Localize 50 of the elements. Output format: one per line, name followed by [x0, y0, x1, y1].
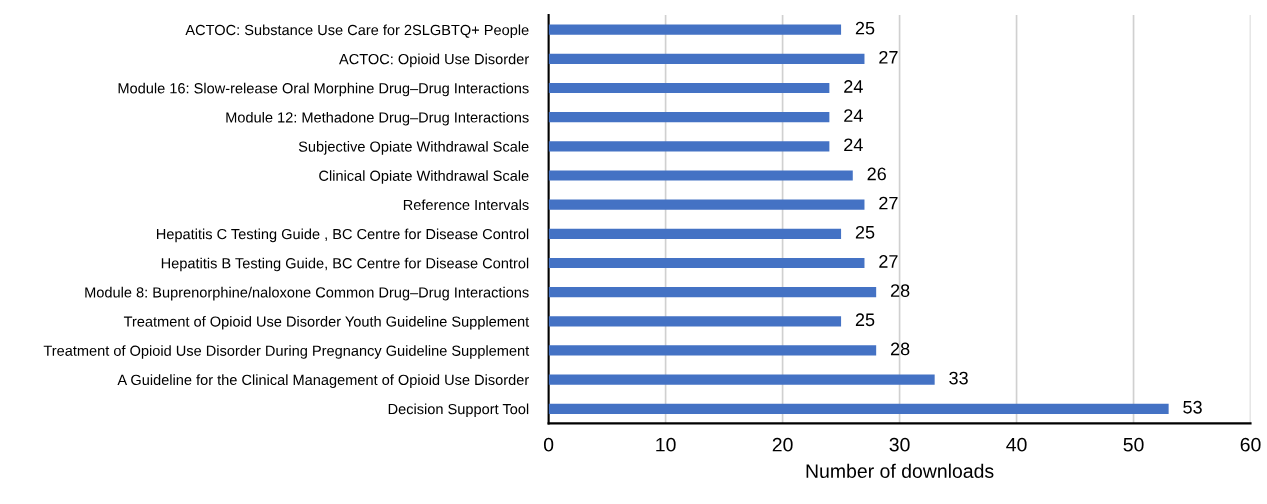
y-tick-label: Subjective Opiate Withdrawal Scale — [298, 141, 529, 155]
data-label: 24 — [844, 80, 863, 93]
y-tick-label: Module 12: Methadone Drug–Drug Interactions — [226, 111, 529, 126]
bar — [548, 403, 1169, 414]
bar — [548, 228, 842, 239]
data-label: 27 — [879, 196, 898, 210]
bar — [548, 53, 865, 64]
y-tick-label: Reference Intervals — [403, 199, 529, 211]
y-tick-label: ACTOC: Substance Use Care for 2SLGBTQ+ People — [185, 24, 529, 39]
bar — [548, 374, 935, 385]
bar — [548, 170, 853, 181]
data-label: 53 — [1183, 400, 1202, 414]
data-label: 33 — [949, 371, 968, 385]
data-label: 24 — [844, 138, 863, 152]
x-tick-label: 10 — [656, 437, 676, 452]
data-label: 27 — [879, 255, 898, 268]
bar — [548, 112, 830, 123]
y-tick-label: ACTOC: Opioid Use Disorder — [339, 53, 529, 68]
x-axis-title: Number of downloads — [806, 463, 994, 478]
y-tick-label: Module 16: Slow-release Oral Morphine Drug–Drug Interactions — [118, 82, 529, 97]
x-tick-label: 40 — [1006, 437, 1027, 452]
y-tick-label: Clinical Opiate Withdrawal Scale — [319, 170, 529, 184]
data-label: 25 — [855, 21, 875, 35]
y-tick-label: Hepatitis C Testing Guide , BC Centre for Disease Control — [156, 228, 529, 243]
bar — [548, 345, 877, 356]
x-tick-label: 20 — [772, 437, 793, 452]
x-tick-label: 60 — [1240, 437, 1261, 452]
data-label: 26 — [867, 167, 886, 181]
bar — [548, 257, 865, 269]
x-tick-label: 50 — [1123, 437, 1144, 452]
x-tick-label: 0 — [543, 437, 554, 452]
bar — [548, 141, 830, 152]
data-label: 28 — [890, 342, 910, 356]
data-label: 28 — [890, 284, 910, 297]
bar — [548, 199, 865, 210]
bar — [548, 82, 830, 94]
data-label: 25 — [855, 313, 875, 327]
y-tick-label: Decision Support Tool — [388, 403, 529, 418]
bar — [548, 316, 842, 327]
y-tick-label: Module 8: Buprenorphine/naloxone Common Drug–Drug Interactions — [85, 286, 529, 301]
bar — [548, 287, 877, 298]
y-tick-label: Treatment of Opioid Use Disorder Youth Guideline Supplement — [123, 316, 530, 330]
data-label: 25 — [855, 225, 875, 239]
y-tick-label: Hepatitis B Testing Guide, BC Centre for Disease Control — [161, 257, 529, 272]
y-tick-label: Treatment of Opioid Use Disorder During Pregnancy Guideline Supplement — [43, 345, 530, 359]
data-label: 27 — [879, 50, 898, 64]
bar — [548, 24, 842, 35]
y-tick-label: A Guideline for the Clinical Management of Opioid Use Disorder — [117, 374, 529, 388]
x-tick-label: 30 — [889, 437, 910, 452]
data-label: 24 — [844, 109, 863, 122]
